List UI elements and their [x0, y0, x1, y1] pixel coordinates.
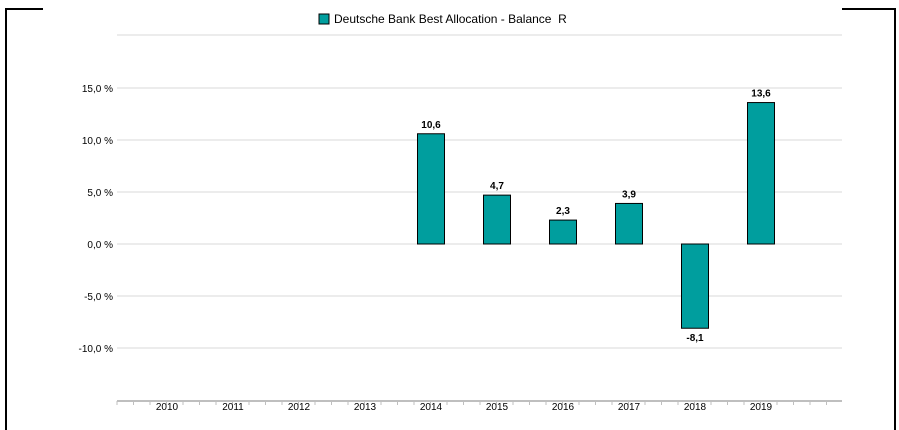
x-tick-label: 2014 — [420, 402, 443, 413]
y-tick-label: 10,0 % — [82, 136, 113, 147]
frame-border-right — [894, 8, 896, 430]
x-tick-label: 2016 — [552, 402, 575, 413]
x-tick-label: 2015 — [486, 402, 509, 413]
x-tick-label: 2017 — [618, 402, 641, 413]
x-axis: 2010 2011 2012 2013 2014 2015 2016 2017 2018 2019 — [116, 400, 842, 413]
data-label: 13,6 — [751, 89, 771, 100]
x-tick-label: 2010 — [156, 402, 179, 413]
legend-swatch — [318, 13, 330, 25]
bar-2016 — [549, 219, 577, 245]
x-tick-label: 2011 — [222, 402, 244, 413]
data-label: 2,3 — [556, 206, 570, 217]
legend-label: Deutsche Bank Best Allocation - Balance … — [334, 12, 567, 26]
y-axis: 15,0 % 10,0 % 5,0 % 0,0 % -5,0 % -10,0 % — [79, 84, 114, 355]
y-tick-label: -10,0 % — [79, 344, 114, 355]
data-labels: 10,6 4,7 2,3 3,9 -8,1 13,6 — [421, 89, 771, 345]
y-tick-label: 5,0 % — [87, 188, 113, 199]
y-tick-label: 15,0 % — [82, 84, 113, 95]
frame-border-top-left — [5, 8, 43, 10]
bar-2019 — [747, 102, 775, 245]
frame-border-left — [5, 8, 7, 430]
y-tick-label: 0,0 % — [87, 240, 113, 251]
data-label: 10,6 — [421, 120, 441, 131]
bar-2017 — [615, 202, 643, 245]
x-tick-label: 2018 — [684, 402, 707, 413]
x-tick-label: 2013 — [354, 402, 377, 413]
legend: Deutsche Bank Best Allocation - Balance … — [318, 12, 567, 26]
data-label: 3,9 — [622, 189, 636, 200]
y-tick-label: -5,0 % — [84, 292, 113, 303]
x-tick-label: 2012 — [288, 402, 311, 413]
bar-2014 — [417, 133, 445, 245]
x-tick-label: 2019 — [750, 402, 773, 413]
frame-border-top-right — [842, 8, 894, 10]
bar-2015 — [483, 194, 511, 245]
bars — [417, 102, 775, 329]
data-label: -8,1 — [686, 333, 704, 344]
bar-2018 — [681, 243, 709, 329]
data-label: 4,7 — [490, 181, 504, 192]
gridlines — [117, 87, 842, 349]
